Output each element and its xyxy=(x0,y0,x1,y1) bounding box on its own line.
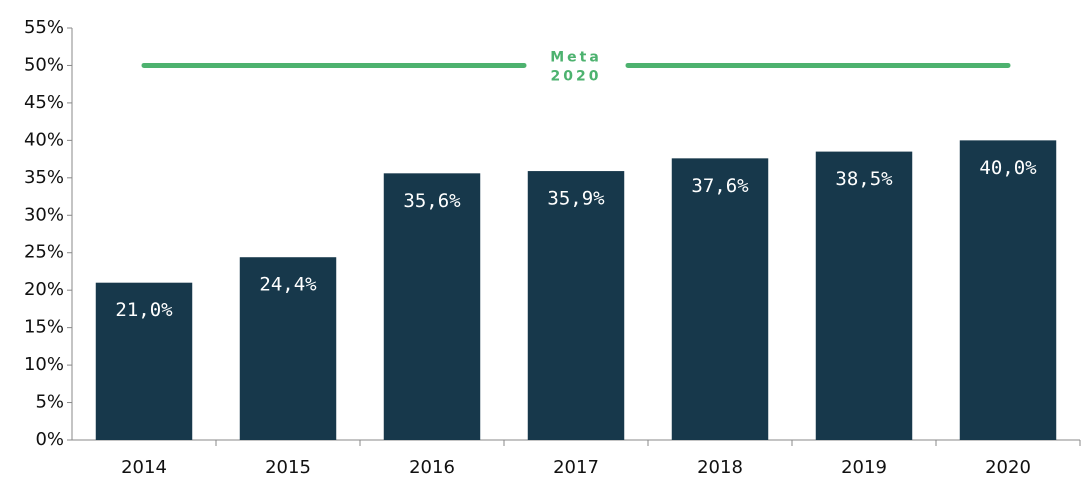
y-tick-label: 55% xyxy=(24,17,64,38)
x-tick-label: 2020 xyxy=(985,457,1031,478)
bar xyxy=(527,171,625,441)
y-tick-label: 45% xyxy=(24,92,64,113)
value-label: 21,0% xyxy=(115,299,173,321)
value-label: 37,6% xyxy=(691,175,749,197)
bar xyxy=(959,140,1057,440)
x-tick-label: 2014 xyxy=(121,457,167,478)
value-label: 35,6% xyxy=(403,190,461,212)
value-label: 38,5% xyxy=(835,168,893,190)
x-tick-label: 2015 xyxy=(265,457,311,478)
y-tick-label: 0% xyxy=(35,429,64,450)
y-tick-label: 50% xyxy=(24,54,64,75)
y-tick-label: 10% xyxy=(24,354,64,375)
y-tick-label: 20% xyxy=(24,279,64,300)
value-label: 35,9% xyxy=(547,188,605,210)
value-label: 24,4% xyxy=(259,274,317,296)
bar xyxy=(671,158,769,441)
y-tick-label: 40% xyxy=(24,129,64,150)
x-tick-label: 2017 xyxy=(553,457,599,478)
value-label: 40,0% xyxy=(979,157,1037,179)
y-tick-label: 25% xyxy=(24,242,64,263)
bar xyxy=(95,282,193,440)
x-tick-label: 2019 xyxy=(841,457,887,478)
y-tick-label: 15% xyxy=(24,317,64,338)
y-tick-label: 35% xyxy=(24,167,64,188)
x-tick-label: 2016 xyxy=(409,457,455,478)
x-tick-label: 2018 xyxy=(697,457,743,478)
bar xyxy=(815,151,913,440)
bar xyxy=(239,257,337,440)
y-tick-label: 30% xyxy=(24,204,64,225)
y-tick-label: 5% xyxy=(35,392,64,413)
target-label: 2020 xyxy=(551,68,602,84)
bar xyxy=(383,173,481,440)
target-label: Meta xyxy=(550,49,602,65)
